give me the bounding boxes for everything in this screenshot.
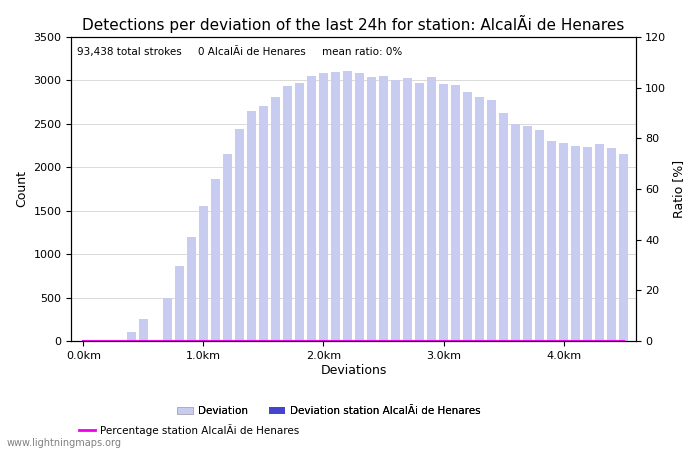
Bar — [355, 73, 364, 341]
Bar — [607, 148, 616, 341]
Bar — [283, 86, 292, 341]
Bar — [463, 92, 472, 341]
Bar — [175, 266, 184, 341]
Bar — [475, 97, 484, 341]
Bar — [271, 97, 280, 341]
Title: Detections per deviation of the last 24h for station: AlcalÃi de Henares: Detections per deviation of the last 24h… — [83, 15, 624, 33]
Legend: Deviation, Deviation station AlcalÃi de Henares: Deviation, Deviation station AlcalÃi de … — [174, 402, 484, 420]
Bar — [511, 124, 520, 341]
Bar — [499, 112, 508, 341]
Bar — [547, 141, 556, 341]
Bar — [139, 320, 148, 341]
Bar — [259, 107, 268, 341]
Bar — [487, 99, 496, 341]
Bar — [223, 154, 232, 341]
Bar — [319, 73, 328, 341]
Bar — [595, 144, 604, 341]
Legend: Percentage station AlcalÃi de Henares: Percentage station AlcalÃi de Henares — [75, 420, 303, 440]
Y-axis label: Count: Count — [15, 171, 28, 207]
Bar — [427, 77, 436, 341]
Bar — [571, 145, 580, 341]
Bar — [235, 129, 244, 341]
Bar — [187, 237, 196, 341]
Bar — [559, 143, 568, 341]
Y-axis label: Ratio [%]: Ratio [%] — [672, 160, 685, 218]
Bar — [619, 154, 628, 341]
Text: 93,438 total strokes     0 AlcalÃi de Henares     mean ratio: 0%: 93,438 total strokes 0 AlcalÃi de Henare… — [77, 46, 402, 57]
Bar — [127, 332, 136, 341]
Bar — [343, 71, 352, 341]
Bar — [583, 147, 592, 341]
X-axis label: Deviations: Deviations — [321, 364, 386, 377]
Bar — [247, 111, 256, 341]
Bar — [367, 77, 376, 341]
Bar — [211, 179, 220, 341]
Bar — [415, 83, 424, 341]
Bar — [163, 297, 172, 341]
Bar — [331, 72, 340, 341]
Bar — [439, 84, 448, 341]
Bar — [535, 130, 544, 341]
Bar — [307, 76, 316, 341]
Bar — [379, 76, 388, 341]
Bar — [451, 85, 460, 341]
Bar — [199, 207, 208, 341]
Bar — [523, 126, 532, 341]
Bar — [403, 78, 412, 341]
Text: www.lightningmaps.org: www.lightningmaps.org — [7, 438, 122, 448]
Bar — [391, 80, 400, 341]
Bar — [295, 83, 304, 341]
